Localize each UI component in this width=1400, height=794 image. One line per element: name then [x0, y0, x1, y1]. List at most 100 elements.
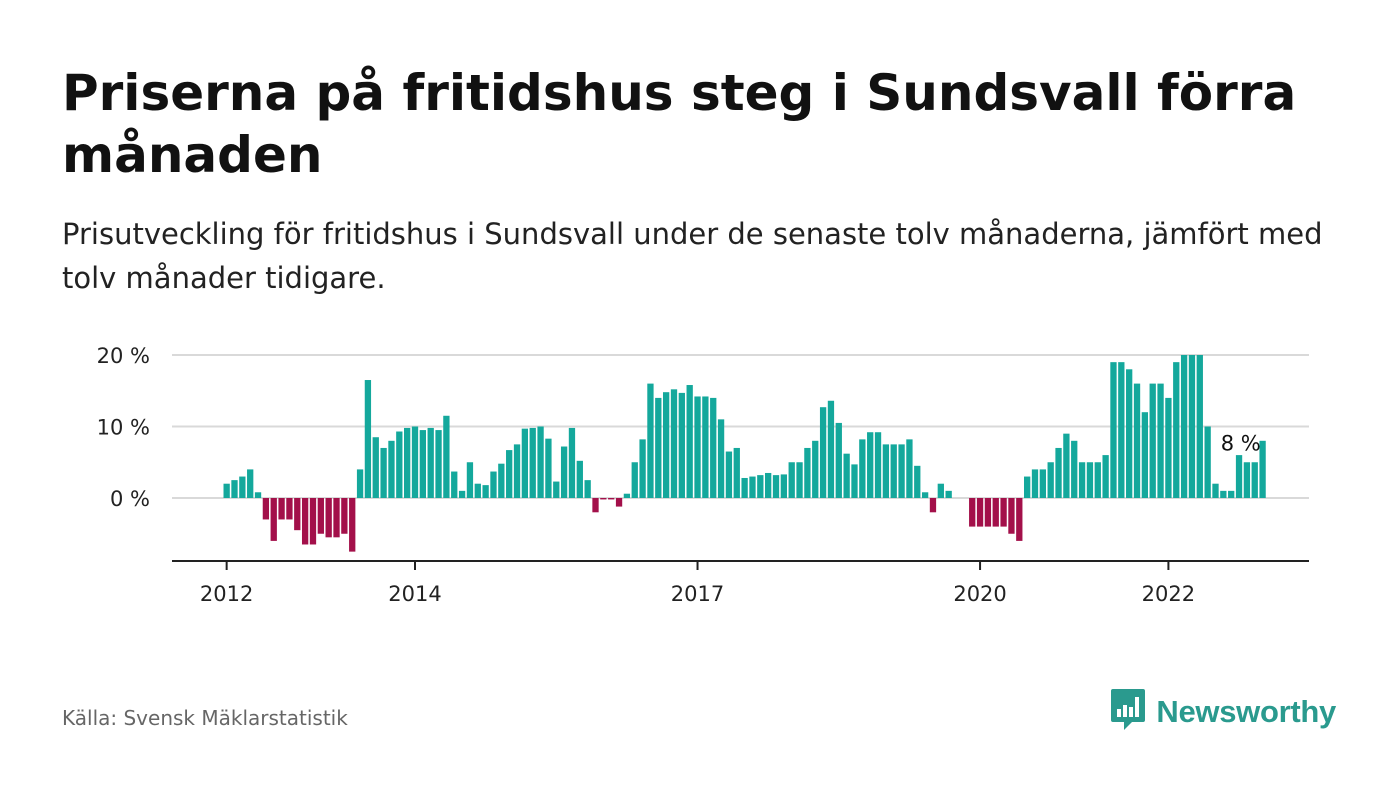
bar	[490, 471, 497, 498]
bar	[843, 453, 850, 498]
bar	[247, 469, 254, 498]
bar	[1141, 412, 1149, 498]
bar	[568, 427, 576, 498]
bar	[969, 498, 976, 527]
bar	[364, 380, 372, 498]
bar	[1133, 383, 1141, 498]
bar	[325, 498, 332, 538]
bar	[372, 437, 379, 498]
newsworthy-logo-icon	[1110, 688, 1146, 736]
bar	[592, 498, 599, 513]
bar	[349, 498, 356, 552]
bar	[1188, 355, 1196, 498]
brand-logo: Newsworthy	[1110, 688, 1336, 736]
bar	[694, 396, 701, 498]
bar-chart: 0 % 10 % 20 % 2012 2014 2017 2020 2022 8 %	[97, 344, 1309, 606]
bar	[1071, 440, 1078, 498]
bar	[874, 432, 882, 498]
bar	[529, 427, 536, 498]
bar	[788, 462, 795, 498]
bar	[1251, 462, 1258, 498]
bar	[254, 492, 262, 498]
bar	[921, 492, 929, 498]
bar	[1000, 498, 1007, 527]
bar	[278, 498, 285, 520]
bar	[1165, 397, 1172, 498]
bar	[576, 460, 583, 498]
bar	[1024, 476, 1031, 498]
y-tick-label: 0 %	[110, 487, 150, 511]
bar	[356, 469, 364, 498]
source-credit: Källa: Svensk Mäklarstatistik	[62, 706, 348, 730]
bar	[662, 392, 670, 498]
bar	[1173, 362, 1180, 498]
bar	[1094, 462, 1101, 498]
bar	[859, 439, 866, 498]
x-tick-label: 2017	[671, 582, 724, 606]
bar	[812, 440, 819, 498]
bar	[906, 439, 913, 498]
bar	[333, 498, 340, 538]
bar	[560, 446, 568, 498]
bar	[717, 419, 725, 498]
bar	[411, 426, 419, 498]
bar	[686, 385, 693, 498]
bar	[851, 464, 858, 498]
bar	[992, 498, 999, 527]
bar	[835, 422, 842, 498]
bar	[1180, 355, 1188, 498]
bar	[521, 428, 529, 498]
y-axis-ticks: 0 % 10 % 20 %	[97, 344, 150, 511]
bar	[396, 431, 403, 498]
bar	[647, 383, 654, 498]
bar	[819, 407, 827, 498]
bar	[451, 471, 458, 498]
bar	[702, 396, 709, 498]
bar	[498, 463, 505, 498]
bar	[898, 444, 905, 499]
bar	[1118, 362, 1125, 498]
bar	[600, 498, 607, 500]
bar	[890, 444, 897, 499]
bar	[945, 490, 952, 498]
bar	[1016, 498, 1023, 541]
bar	[1220, 490, 1227, 498]
bar	[1228, 490, 1235, 498]
bar	[270, 498, 277, 541]
bar	[725, 451, 733, 499]
annotations: 8 %	[1221, 431, 1261, 455]
bar	[1243, 462, 1251, 498]
bar	[404, 427, 411, 498]
bar	[639, 439, 646, 498]
bar	[757, 475, 764, 498]
chart-title: Priserna på fritidshus steg i Sundsvall …	[62, 64, 1297, 184]
bar	[294, 498, 301, 531]
bar	[1063, 433, 1070, 498]
x-tick-label: 2020	[953, 582, 1006, 606]
bar	[615, 498, 623, 507]
bar	[427, 427, 434, 498]
bar	[1039, 469, 1046, 498]
bar	[1047, 462, 1054, 498]
chart-subtitle: Prisutveckling för fritidshus i Sundsval…	[62, 217, 1323, 295]
bar	[741, 477, 748, 498]
last-value-label: 8 %	[1221, 431, 1261, 455]
bar	[976, 498, 984, 527]
bar	[553, 481, 560, 499]
bar	[506, 450, 513, 498]
bar	[1055, 447, 1062, 498]
bar	[882, 444, 890, 499]
bar	[1259, 440, 1266, 498]
bar	[286, 498, 293, 520]
x-axis-ticks: 2012 2014 2017 2020 2022	[200, 561, 1195, 606]
bar	[380, 447, 387, 498]
bar	[1196, 355, 1203, 498]
bar	[231, 480, 238, 499]
bar	[749, 476, 756, 498]
bar	[710, 397, 717, 498]
bar	[309, 498, 317, 545]
bar	[1235, 455, 1243, 498]
y-tick-label: 10 %	[97, 416, 150, 440]
bar	[1204, 426, 1211, 498]
bar	[443, 415, 450, 498]
